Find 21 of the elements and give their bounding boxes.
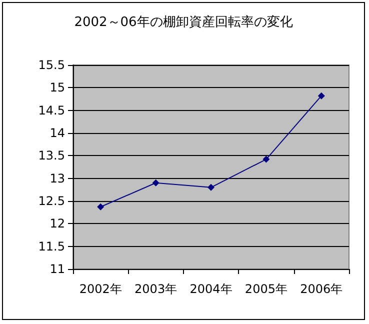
x-tick-label: 2002年 bbox=[79, 282, 122, 296]
y-tick-label: 13 bbox=[50, 171, 65, 186]
point bbox=[97, 203, 104, 210]
x-tick-label: 2004年 bbox=[190, 282, 232, 296]
y-tick-label: 12.5 bbox=[38, 194, 65, 208]
x-tick-label: 2005年 bbox=[244, 282, 288, 296]
y-tick-label: 14.5 bbox=[38, 103, 65, 118]
y-tick-label: 15 bbox=[50, 80, 65, 95]
y-tick-label: 13.5 bbox=[38, 148, 65, 163]
y-tick-label: 14 bbox=[50, 126, 65, 140]
point bbox=[262, 156, 270, 163]
x-tick-label: 2003年 bbox=[134, 282, 178, 296]
y-tick-label: 15.5 bbox=[38, 58, 65, 72]
point bbox=[152, 179, 160, 186]
chart-title: 2002～06年の棚卸資産回転率の変化 bbox=[74, 14, 293, 30]
point bbox=[318, 92, 325, 100]
y-tick-label: 11 bbox=[50, 262, 65, 276]
x-tick-label: 2006年 bbox=[300, 282, 343, 296]
y-tick-label: 12 bbox=[50, 216, 65, 231]
y-tick-label: 11.5 bbox=[38, 239, 65, 254]
point bbox=[208, 184, 214, 191]
